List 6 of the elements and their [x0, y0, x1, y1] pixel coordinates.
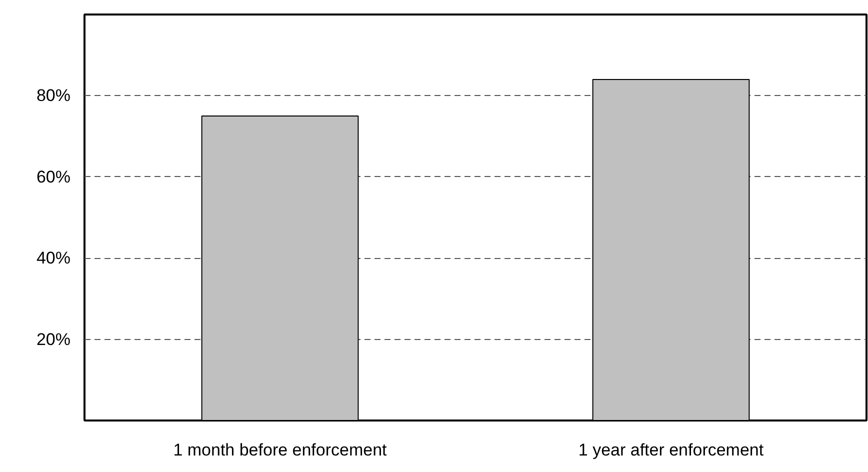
y-tick-label: 20% — [36, 330, 71, 349]
y-tick-label: 60% — [36, 167, 71, 186]
x-tick-label: 1 year after enforcement — [578, 440, 764, 460]
x-tick-label: 1 month before enforcement — [173, 440, 388, 460]
y-tick-label: 40% — [36, 248, 71, 268]
y-tick-label: 80% — [36, 86, 71, 106]
